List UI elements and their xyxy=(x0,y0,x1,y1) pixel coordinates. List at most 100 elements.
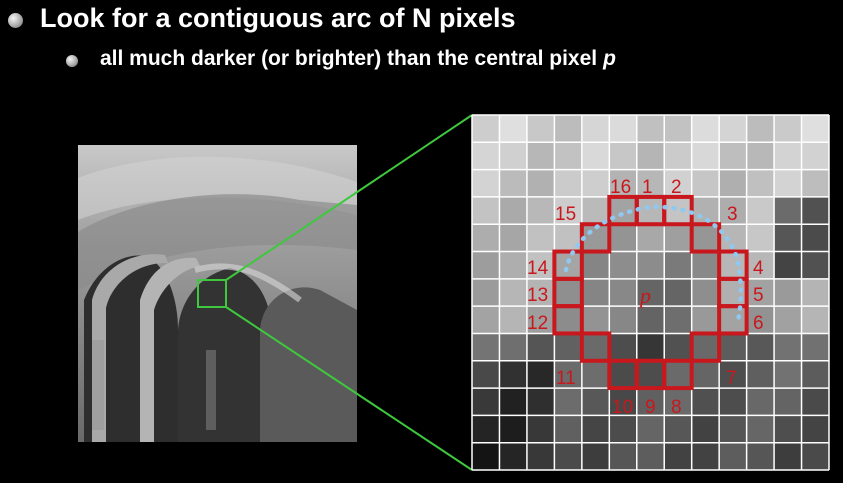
pixel-cell xyxy=(554,333,583,362)
ring-label-16: 16 xyxy=(610,177,631,198)
pixel-cell xyxy=(746,224,775,253)
pixel-cell xyxy=(499,333,528,362)
bullet-2: all much darker (or brighter) than the c… xyxy=(100,47,616,71)
pixel-cell xyxy=(609,142,638,171)
pixel-cell xyxy=(774,224,803,253)
pixel-cell xyxy=(499,224,528,253)
pixel-cell xyxy=(526,142,555,171)
ring-pixel xyxy=(607,358,639,391)
pixel-cell xyxy=(664,251,693,280)
pixel-cell xyxy=(801,251,830,280)
pixel-cell xyxy=(526,196,555,225)
pixel-cell xyxy=(664,388,693,416)
pixel-cell xyxy=(526,169,555,198)
pixel-cell xyxy=(526,115,555,143)
pixel-cell xyxy=(719,306,748,334)
pixel-cell xyxy=(801,196,830,225)
ring-label-4: 4 xyxy=(753,258,764,279)
pixel-cell xyxy=(636,415,665,444)
pixel-cell xyxy=(774,142,803,171)
pixel-cell xyxy=(719,388,748,416)
pixel-cell xyxy=(719,333,748,362)
pixel-cell xyxy=(499,360,528,389)
pixel-cell xyxy=(636,442,665,471)
pixel-cell xyxy=(691,388,720,416)
pixel-cell xyxy=(472,251,500,280)
pixel-cell xyxy=(746,278,775,307)
pixel-cell xyxy=(636,169,665,198)
pixel-cell xyxy=(691,278,720,307)
bullet-2-variable: p xyxy=(603,47,616,70)
pixel-cell xyxy=(719,251,748,280)
pixel-cell xyxy=(774,251,803,280)
pixel-cell xyxy=(472,388,500,416)
pixel-cell xyxy=(746,442,775,471)
pixel-cell xyxy=(554,360,583,389)
pixel-cell xyxy=(691,115,720,143)
pixel-cell xyxy=(499,142,528,171)
pixel-cell xyxy=(636,360,665,389)
zoom-indicator xyxy=(197,114,473,471)
ring-pixel xyxy=(579,331,612,363)
pixel-cell xyxy=(664,333,693,362)
pixel-cell xyxy=(636,333,665,362)
pixel-cell xyxy=(746,333,775,362)
pixel-cell xyxy=(472,224,500,253)
pixel-cell xyxy=(636,142,665,171)
pixel-cell xyxy=(526,278,555,307)
pixel-cell xyxy=(499,115,528,143)
pixel-cell xyxy=(554,224,583,253)
pixel-cell xyxy=(554,306,583,334)
pixel-cell xyxy=(691,251,720,280)
pixel-cell xyxy=(719,360,748,389)
pixel-cell xyxy=(609,360,638,389)
pixel-cell xyxy=(472,196,500,225)
pixel-cell xyxy=(691,442,720,471)
pixel-cell xyxy=(581,442,610,471)
ring-label-7: 7 xyxy=(726,368,737,389)
pixel-cell xyxy=(472,442,500,471)
ring-pixel xyxy=(717,304,749,336)
pixel-cell xyxy=(581,388,610,416)
pixel-cell xyxy=(801,388,830,416)
pixel-cell xyxy=(526,251,555,280)
pixel-cell xyxy=(719,442,748,471)
pixel-cell xyxy=(609,224,638,253)
pixel-cell xyxy=(746,306,775,334)
pixel-cell xyxy=(554,278,583,307)
pixel-cell xyxy=(719,415,748,444)
pixel-cell xyxy=(801,360,830,389)
pixel-cell xyxy=(526,224,555,253)
pixel-cell xyxy=(609,169,638,198)
pixel-cell xyxy=(581,115,610,143)
pixel-cell xyxy=(554,169,583,198)
pixel-cell xyxy=(774,278,803,307)
pixel-cell xyxy=(609,115,638,143)
pixel-cell xyxy=(499,442,528,471)
pixel-cell xyxy=(774,442,803,471)
pixel-cell xyxy=(636,224,665,253)
pixel-cell xyxy=(581,142,610,171)
pixel-cell xyxy=(472,360,500,389)
pixel-cell xyxy=(581,278,610,307)
pixel-cell xyxy=(691,360,720,389)
pixel-cell xyxy=(746,388,775,416)
pixel-cell xyxy=(664,196,693,225)
pixel-cell xyxy=(801,142,830,171)
ring-pixel xyxy=(689,331,722,363)
pixel-cell xyxy=(691,306,720,334)
pixel-cell xyxy=(691,169,720,198)
pixel-cell xyxy=(801,169,830,198)
pixel-cell xyxy=(664,169,693,198)
pixel-cell xyxy=(609,388,638,416)
pixel-cell xyxy=(526,415,555,444)
pixel-cell xyxy=(554,415,583,444)
pixel-cell xyxy=(801,333,830,362)
pixel-cell xyxy=(691,224,720,253)
pixel-cell xyxy=(719,196,748,225)
pixel-cell xyxy=(554,142,583,171)
pixel-cell xyxy=(609,442,638,471)
pixel-cell xyxy=(554,388,583,416)
pixel-cell xyxy=(499,306,528,334)
